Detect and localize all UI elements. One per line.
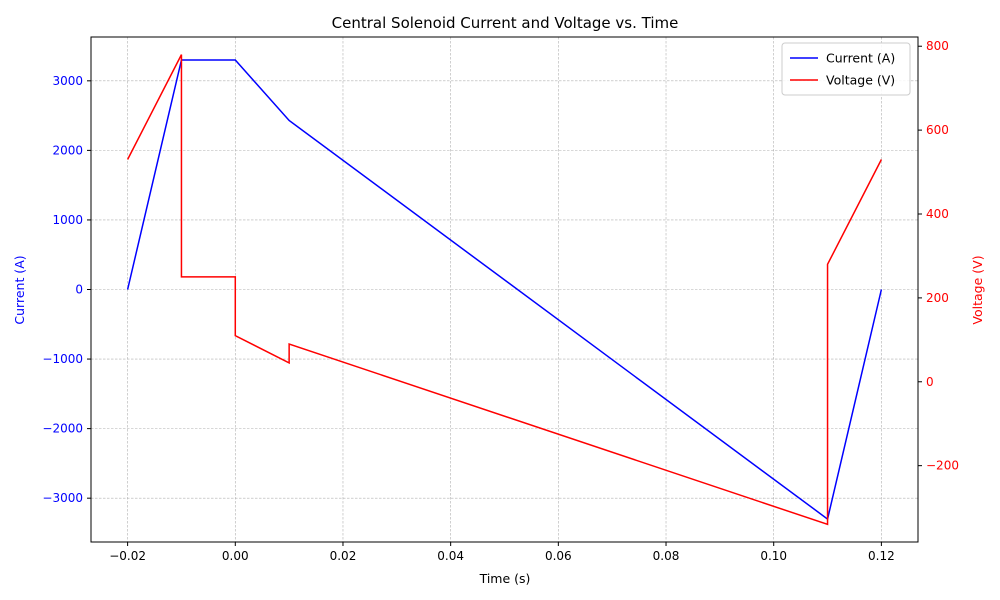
right-axis-ticks: −200 0 200 400 600 800 (918, 39, 959, 473)
legend-label: Current (A) (826, 51, 895, 66)
right-axis-label: Voltage (V) (970, 255, 985, 324)
left-tick-label: 1000 (52, 213, 83, 227)
left-axis-ticks: −3000 −2000 −1000 0 1000 2000 3000 (42, 74, 91, 505)
series-lines (126, 54, 883, 526)
right-tick-label: 200 (926, 291, 949, 305)
left-axis-label: Current (A) (12, 255, 27, 324)
left-tick-label: 2000 (52, 143, 83, 157)
x-tick-label: −0.02 (109, 549, 146, 563)
grid-lines (91, 37, 918, 542)
right-tick-label: 800 (926, 39, 949, 53)
x-tick-label: 0.04 (437, 549, 464, 563)
left-tick-label: −3000 (42, 491, 83, 505)
current-aseries-line (126, 59, 883, 521)
legend-label: Voltage (V) (826, 73, 895, 88)
left-tick-label: 3000 (52, 74, 83, 88)
right-tick-label: 0 (926, 375, 934, 389)
voltage-vseries-line (126, 54, 883, 526)
x-tick-label: 0.00 (222, 549, 249, 563)
left-tick-label: −2000 (42, 422, 83, 436)
right-tick-label: 400 (926, 207, 949, 221)
x-axis-ticks: −0.02 0.00 0.02 0.04 0.06 0.08 0.10 0.12 (109, 542, 895, 563)
right-tick-label: −200 (926, 459, 959, 473)
right-tick-label: 600 (926, 123, 949, 137)
x-tick-label: 0.06 (545, 549, 572, 563)
x-tick-label: 0.12 (868, 549, 895, 563)
x-tick-label: 0.10 (760, 549, 787, 563)
chart-title: Central Solenoid Current and Voltage vs.… (332, 14, 679, 32)
x-axis-label: Time (s) (479, 571, 531, 586)
left-tick-label: 0 (75, 283, 83, 297)
legend-box (781, 42, 911, 96)
x-tick-label: 0.02 (330, 549, 357, 563)
legend: Current (A) Voltage (V) (781, 42, 911, 96)
left-tick-label: −1000 (42, 352, 83, 366)
x-tick-label: 0.08 (653, 549, 680, 563)
